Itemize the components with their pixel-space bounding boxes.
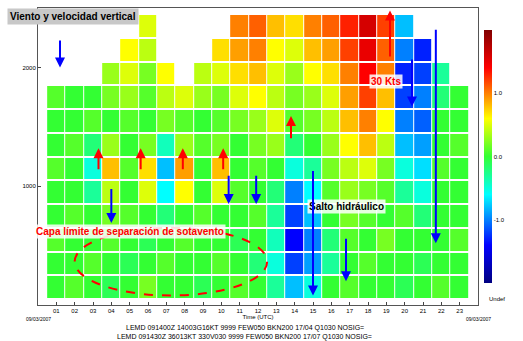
svg-text:LEMD 091430Z 36013KT 330V030 9: LEMD 091430Z 36013KT 330V030 9999 FEW050… [117, 333, 372, 341]
svg-text:0.0: 0.0 [494, 154, 503, 160]
svg-text:05: 05 [126, 308, 133, 314]
svg-text:15: 15 [310, 308, 317, 314]
svg-text:06: 06 [145, 308, 152, 314]
svg-text:19: 19 [383, 308, 390, 314]
svg-text:20: 20 [401, 308, 408, 314]
svg-text:09/03/2007: 09/03/2007 [466, 316, 491, 322]
svg-text:12: 12 [255, 308, 262, 314]
svg-text:Capa límite de separación de s: Capa límite de separación de sotavento [36, 226, 224, 237]
svg-text:07: 07 [163, 308, 170, 314]
svg-text:13: 13 [273, 308, 280, 314]
svg-text:14: 14 [291, 308, 298, 314]
svg-text:LEMD 091400Z 14003G16KT 9999 F: LEMD 091400Z 14003G16KT 9999 FEW050 BKN2… [126, 324, 364, 332]
svg-text:01: 01 [53, 308, 60, 314]
svg-text:Salto hidráulico: Salto hidráulico [309, 201, 384, 212]
svg-text:03: 03 [90, 308, 97, 314]
svg-text:30 Kts: 30 Kts [371, 76, 401, 87]
svg-text:10: 10 [218, 308, 225, 314]
svg-text:23: 23 [456, 308, 463, 314]
svg-text:11: 11 [237, 308, 244, 314]
svg-text:09/03/2007: 09/03/2007 [26, 316, 51, 322]
svg-text:09: 09 [200, 308, 207, 314]
svg-text:-1.0: -1.0 [494, 217, 505, 223]
svg-text:21: 21 [420, 308, 427, 314]
svg-text:2000: 2000 [22, 65, 36, 71]
svg-text:16: 16 [328, 308, 335, 314]
svg-text:1000: 1000 [22, 183, 36, 189]
svg-text:18: 18 [365, 308, 372, 314]
svg-text:17: 17 [346, 308, 353, 314]
svg-text:Viento y velocidad vertical: Viento y velocidad vertical [10, 11, 136, 22]
svg-text:08: 08 [181, 308, 188, 314]
svg-text:04: 04 [108, 308, 115, 314]
svg-text:1.0: 1.0 [494, 90, 503, 96]
svg-text:Undef: Undef [489, 296, 505, 302]
svg-text:22: 22 [438, 308, 445, 314]
svg-text:Time (UTC): Time (UTC) [242, 314, 273, 320]
svg-text:02: 02 [71, 308, 78, 314]
